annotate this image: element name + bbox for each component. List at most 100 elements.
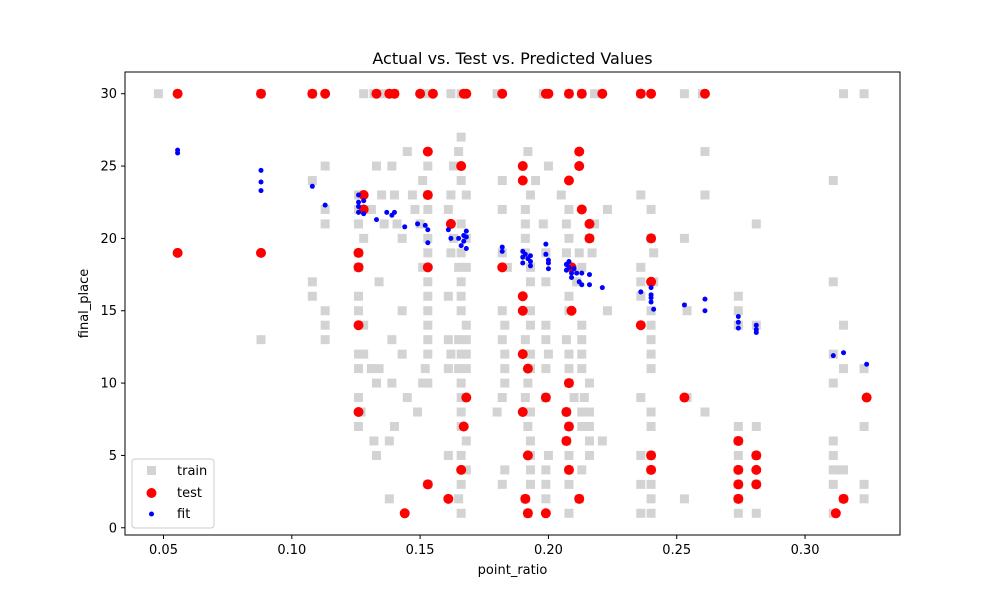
train-point [497, 335, 507, 345]
train-point [859, 89, 869, 99]
train-point [523, 147, 533, 157]
train-point [461, 335, 471, 345]
test-point [497, 88, 508, 99]
train-point [454, 262, 464, 272]
train-point [320, 219, 330, 229]
test-point [540, 508, 551, 519]
train-point [569, 393, 579, 403]
train-point [700, 147, 710, 157]
train-point [456, 450, 466, 460]
train-point [307, 277, 317, 287]
y-tick-label: 10 [100, 377, 117, 392]
test-point [522, 508, 533, 519]
fit-point [735, 325, 741, 331]
train-point [446, 190, 456, 200]
train-point [646, 421, 656, 431]
train-point [541, 364, 551, 374]
train-point [387, 378, 397, 388]
y-axis-label: final_place [77, 269, 92, 338]
train-point [859, 364, 869, 374]
fit-point [258, 179, 264, 185]
train-point [454, 494, 464, 504]
fit-point [425, 227, 431, 233]
train-point [320, 320, 330, 330]
train-point [420, 89, 430, 99]
train-point [543, 349, 553, 359]
train-point [461, 436, 471, 446]
series-test [172, 88, 872, 519]
test-point [256, 247, 267, 258]
train-point [443, 450, 453, 460]
test-point [861, 392, 872, 403]
train-point [646, 364, 656, 374]
train-point [423, 306, 433, 316]
train-point [733, 291, 743, 301]
fit-point [322, 202, 328, 208]
train-point [636, 277, 646, 287]
test-point [563, 421, 574, 432]
train-point [700, 190, 710, 200]
fit-point [648, 285, 654, 291]
train-point [456, 248, 466, 258]
fit-point [527, 263, 533, 269]
x-axis: 0.05 0.10 0.15 0.20 0.25 0.30 [149, 535, 820, 558]
fit-point [579, 282, 585, 288]
train-point [374, 364, 384, 374]
train-point [418, 378, 428, 388]
train-point [525, 277, 535, 287]
train-point [839, 465, 849, 475]
train-point [456, 349, 466, 359]
train-point [307, 176, 317, 186]
train-point [456, 176, 466, 186]
train-point [541, 494, 551, 504]
test-point [543, 88, 554, 99]
train-point [646, 335, 656, 345]
test-point [371, 88, 382, 99]
fit-point [841, 350, 847, 356]
train-point [682, 306, 692, 316]
fit-point [356, 199, 362, 205]
train-point [461, 349, 471, 359]
legend: train test fit [131, 458, 215, 529]
train-point [446, 248, 456, 258]
plot-frame [124, 71, 901, 536]
train-point [384, 494, 394, 504]
test-point [422, 189, 433, 200]
train-point [541, 277, 551, 287]
train-point [354, 364, 364, 374]
fit-point [309, 183, 315, 189]
train-point [456, 306, 466, 316]
test-point [358, 204, 369, 215]
train-point [461, 364, 471, 374]
train-point [636, 508, 646, 518]
fit-point [735, 314, 741, 320]
y-tick-label: 15 [100, 304, 117, 319]
legend-fit-marker [149, 511, 154, 517]
train-point [443, 335, 453, 345]
fit-point [402, 224, 408, 230]
train-point [525, 190, 535, 200]
fit-point [520, 260, 526, 266]
train-point [456, 277, 466, 287]
train-point [541, 479, 551, 489]
fit-point [373, 217, 379, 223]
train-point [423, 378, 433, 388]
fit-point [753, 329, 759, 335]
train-point [646, 306, 656, 316]
train-point [577, 407, 587, 417]
train-point [423, 335, 433, 345]
train-point [541, 335, 551, 345]
train-point [523, 378, 533, 388]
test-point [584, 218, 595, 229]
test-point [399, 508, 410, 519]
fit-point [448, 235, 454, 241]
train-point [525, 407, 535, 417]
fit-point [638, 289, 644, 295]
train-point [839, 364, 849, 374]
train-point [700, 407, 710, 417]
test-point [597, 88, 608, 99]
fit-point [458, 243, 464, 249]
legend-train-marker [147, 466, 156, 475]
train-point [564, 364, 574, 374]
train-point [423, 248, 433, 258]
